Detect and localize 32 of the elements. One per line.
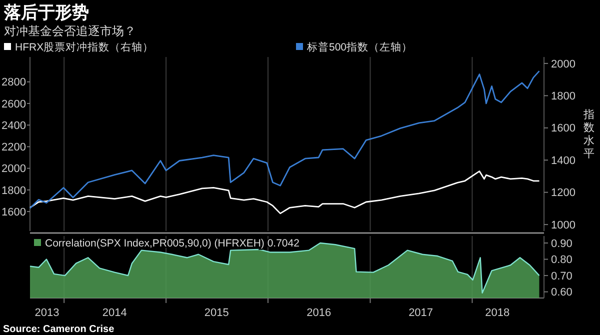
x-tick-label: 2016 (306, 307, 332, 319)
x-tick-label: 2013 (34, 307, 60, 319)
y2-tick-label: 1800 (551, 90, 576, 103)
y2-tick-label: 0.80 (551, 254, 572, 266)
y2-tick-label: 1600 (551, 122, 576, 135)
y2-tick-label: 0.70 (551, 270, 572, 282)
y-tick-label: 1800 (2, 184, 26, 197)
y-tick-label: 2600 (2, 98, 26, 110)
line-series (29, 170, 540, 214)
y2-tick-label: 0.60 (551, 286, 572, 299)
y-tick-label: 2800 (2, 76, 26, 89)
legend-label: HFRX股票对冲指数（右轴） (15, 40, 154, 54)
x-tick-label: 2018 (485, 307, 510, 319)
y-tick-label: 1600 (2, 206, 26, 218)
x-tick-label: 2015 (204, 307, 229, 319)
y-tick-label: 2000 (2, 163, 26, 176)
x-tick-label: 2014 (102, 307, 127, 319)
line-series (29, 70, 540, 210)
y2-tick-label: 1200 (551, 187, 576, 200)
source-note: Source: Cameron Crise (3, 324, 115, 335)
y2-tick-label: 1000 (551, 219, 576, 232)
chart-title: 落后于形势 (3, 3, 89, 22)
y-tick-label: 2400 (2, 120, 26, 132)
y2-tick-label: 1400 (551, 154, 576, 167)
y2-tick-label: 0.90 (551, 238, 572, 250)
y2-tick-label: 2000 (551, 58, 576, 70)
y2-axis-title: 指数水平 (582, 109, 594, 160)
y-tick-label: 2200 (2, 142, 26, 154)
chart-subtitle: 对冲基金会否追逐市场？ (4, 24, 136, 38)
x-tick-label: 2017 (408, 307, 434, 319)
legend-label: 标普500指数（左轴） (306, 40, 413, 54)
legend-label: Correlation(SPX Index,PR005,90,0) (HFRXEH) 0.7042 (45, 238, 300, 250)
